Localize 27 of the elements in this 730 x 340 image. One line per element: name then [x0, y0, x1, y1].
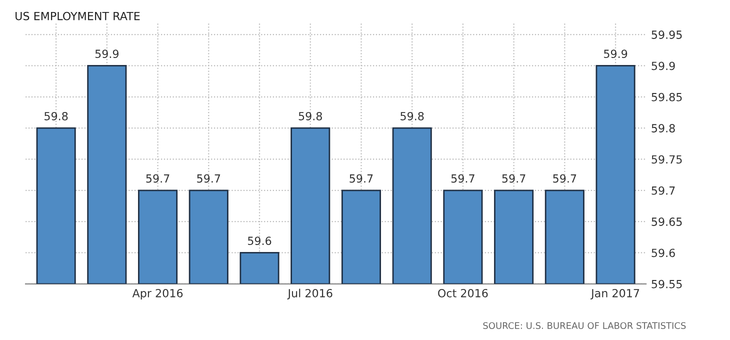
data-label: 59.7	[553, 174, 576, 183]
x-tick-label: Oct 2016	[438, 288, 488, 298]
source-note: SOURCE: U.S. BUREAU OF LABOR STATISTICS	[483, 322, 686, 330]
y-tick-label: 59.8	[652, 124, 675, 132]
data-label: 59.6	[248, 236, 272, 246]
y-tick-label: 59.55	[652, 280, 682, 288]
x-tick-label: Jul 2016	[287, 288, 332, 300]
y-tick-label: 59.65	[652, 218, 682, 226]
data-label: 59.8	[44, 112, 68, 120]
y-tick-label: 59.9	[652, 62, 675, 70]
data-label: 59.8	[298, 112, 322, 120]
data-label: 59.9	[604, 50, 628, 58]
chart-title: US EMPLOYMENT RATE	[16, 12, 140, 20]
data-label: 59.7	[350, 174, 373, 183]
y-tick-label: 59.95	[652, 30, 682, 39]
data-label: 59.9	[95, 50, 119, 58]
data-label: 59.7	[502, 174, 526, 183]
x-tick-label: Apr 2016	[132, 288, 183, 300]
x-tick-label: Jan 2017	[590, 288, 640, 300]
y-tick-label: 59.85	[652, 92, 682, 102]
data-label: 59.7	[146, 174, 170, 183]
y-tick-label: 59.75	[652, 155, 682, 164]
y-tick-label: 59.6	[652, 248, 675, 258]
y-tick-label: 59.7	[652, 186, 675, 195]
data-label: 59.7	[451, 174, 474, 183]
data-label: 59.8	[400, 112, 424, 120]
data-label: 59.7	[197, 174, 220, 183]
